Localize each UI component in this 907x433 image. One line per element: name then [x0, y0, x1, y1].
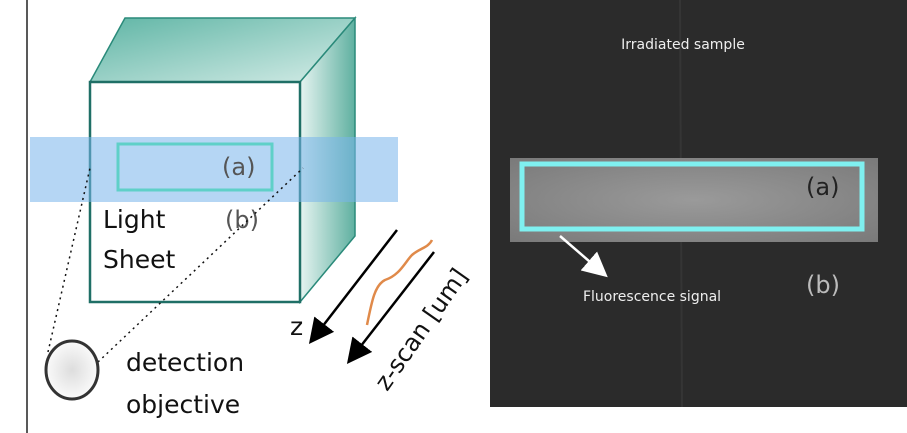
- figure: (a) Light (b) Sheet detection objective …: [0, 0, 907, 433]
- light-sheet-label: Sheet: [103, 245, 175, 274]
- objective-lens: [46, 341, 98, 399]
- label-b: (b): [225, 206, 259, 234]
- light-sheet-label: Light: [103, 205, 166, 234]
- label-b: (b): [806, 271, 840, 299]
- z-scan-label: z-scan [um]: [369, 263, 473, 395]
- page: (a) Light (b) Sheet detection objective …: [0, 0, 907, 433]
- z-label: z: [290, 312, 303, 341]
- light-sheet: [30, 137, 398, 202]
- image-title: Irradiated sample: [621, 37, 745, 53]
- detection-label: objective: [126, 390, 240, 419]
- detection-label: detection: [126, 348, 244, 377]
- signal-label: Fluorescence signal: [583, 289, 721, 305]
- label-a: (a): [222, 153, 255, 181]
- label-a: (a): [806, 173, 839, 201]
